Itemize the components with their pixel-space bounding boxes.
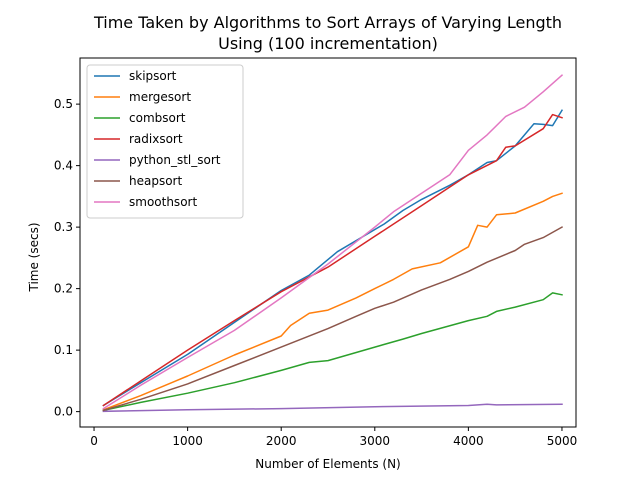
legend: skipsort mergesort combsort radixsort python… xyxy=(86,64,244,219)
legend-frame xyxy=(86,64,244,219)
chart-title-line-2: Using (100 incrementation) xyxy=(218,34,438,53)
y-tick-label: 0.3 xyxy=(54,220,73,234)
series-line-radixsort xyxy=(102,113,563,407)
legend-label-mergesort: mergesort xyxy=(129,90,191,104)
series-line-mergesort xyxy=(102,192,563,411)
chart-title-line-1: Time Taken by Algorithms to Sort Arrays … xyxy=(93,13,562,32)
legend-label-combsort: combsort xyxy=(129,111,186,125)
series-line-combsort xyxy=(102,292,563,412)
legend-label-heapsort: heapsort xyxy=(129,174,182,188)
series-line-smoothsort xyxy=(102,74,564,410)
y-tick-label: 0.4 xyxy=(54,159,73,173)
series-line-skipsort xyxy=(102,109,564,407)
x-tick-label: 5000 xyxy=(547,434,578,448)
x-axis-label: Number of Elements (N) xyxy=(255,457,401,471)
y-tick-label: 0.0 xyxy=(54,405,73,419)
x-tick-label: 1000 xyxy=(172,434,203,448)
y-tick-label: 0.2 xyxy=(54,282,73,296)
series-line-python-stl-sort xyxy=(102,403,563,413)
x-tick-label: 2000 xyxy=(266,434,297,448)
legend-label-radixsort: radixsort xyxy=(129,132,183,146)
legend-label-python-stl-sort: python_stl_sort xyxy=(129,153,221,167)
y-tick-label: 0.1 xyxy=(54,343,73,357)
x-tick-label: 3000 xyxy=(360,434,391,448)
x-tick-label: 4000 xyxy=(453,434,484,448)
axes-layer: 0 1000 2000 3000 4000 5000 0.0 0.1 0.2 0.3 0.4 0.5 xyxy=(54,57,578,448)
y-axis-label: Time (secs) xyxy=(27,222,41,292)
series-layer xyxy=(102,74,564,413)
axes-frame xyxy=(79,57,577,428)
y-tick-label: 0.5 xyxy=(54,97,73,111)
legend-label-smoothsort: smoothsort xyxy=(129,195,197,209)
legend-label-skipsort: skipsort xyxy=(129,69,177,83)
x-tick-label: 0 xyxy=(90,434,98,448)
series-line-heapsort xyxy=(102,226,564,412)
